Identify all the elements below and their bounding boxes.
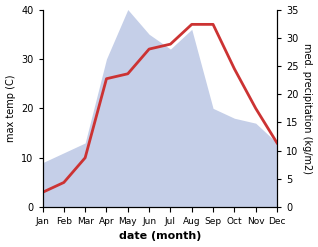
- Y-axis label: med. precipitation (kg/m2): med. precipitation (kg/m2): [302, 43, 313, 174]
- Y-axis label: max temp (C): max temp (C): [5, 75, 16, 142]
- X-axis label: date (month): date (month): [119, 231, 201, 242]
